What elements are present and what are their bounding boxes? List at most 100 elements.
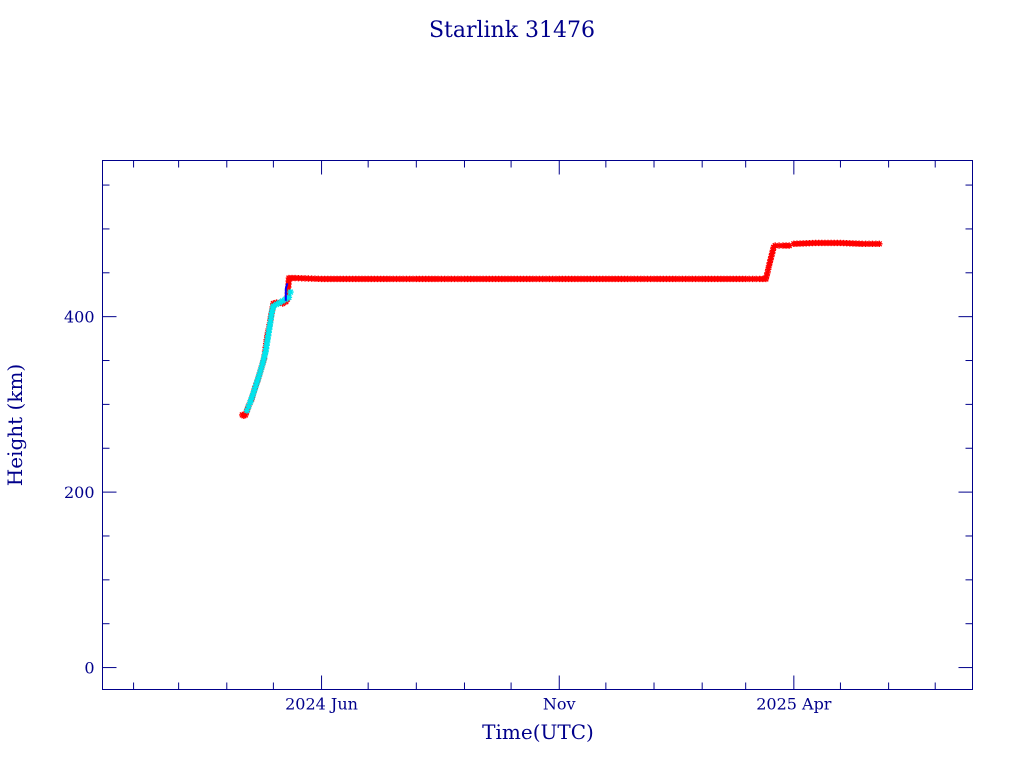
data-point bbox=[291, 274, 299, 282]
data-point bbox=[248, 393, 256, 400]
data-point bbox=[287, 288, 294, 296]
data-point bbox=[624, 275, 631, 283]
x-tick-label: 2024 Jun bbox=[285, 695, 358, 714]
data-point bbox=[765, 266, 772, 273]
y-tick-label: 200 bbox=[64, 483, 95, 502]
data-point bbox=[390, 275, 397, 283]
data-point bbox=[298, 275, 305, 282]
data-point bbox=[692, 275, 699, 283]
data-point bbox=[771, 242, 779, 249]
data-point bbox=[396, 275, 404, 283]
data-point bbox=[752, 275, 760, 283]
data-point bbox=[742, 275, 749, 283]
data-point bbox=[264, 335, 271, 343]
data-point bbox=[246, 399, 254, 406]
data-point bbox=[766, 259, 773, 266]
data-point bbox=[386, 275, 394, 283]
data-point bbox=[682, 275, 689, 283]
data-point bbox=[253, 381, 260, 388]
data-point bbox=[536, 275, 543, 283]
data-point bbox=[262, 345, 270, 352]
data-point bbox=[265, 329, 272, 336]
data-point bbox=[276, 299, 283, 306]
data-point bbox=[295, 274, 302, 282]
data-point bbox=[775, 242, 783, 249]
data-point bbox=[448, 275, 455, 283]
data-point bbox=[268, 309, 276, 316]
data-point bbox=[763, 272, 770, 280]
series-red bbox=[239, 239, 883, 419]
data-point bbox=[529, 275, 537, 283]
data-point bbox=[647, 275, 654, 283]
data-point bbox=[672, 275, 679, 283]
data-point bbox=[257, 367, 264, 375]
x-axis-label: Time(UTC) bbox=[482, 720, 594, 744]
data-point bbox=[305, 275, 312, 282]
data-point bbox=[876, 240, 883, 248]
chart-title: Starlink 31476 bbox=[429, 18, 595, 43]
data-point bbox=[311, 275, 319, 282]
data-point bbox=[262, 348, 269, 355]
data-point bbox=[266, 322, 273, 330]
data-point bbox=[273, 301, 280, 308]
data-point bbox=[260, 357, 267, 365]
data-point bbox=[764, 269, 771, 276]
data-point bbox=[266, 326, 273, 333]
data-point bbox=[637, 275, 645, 283]
data-point bbox=[785, 242, 793, 249]
data-point bbox=[768, 250, 776, 257]
data-point bbox=[872, 240, 880, 248]
data-point bbox=[441, 275, 448, 283]
data-point bbox=[267, 316, 275, 323]
data-point bbox=[308, 275, 315, 282]
data-point bbox=[260, 354, 268, 362]
data-point bbox=[254, 377, 261, 385]
data-point bbox=[631, 275, 638, 283]
data-point bbox=[251, 387, 258, 394]
data-point bbox=[444, 275, 452, 283]
data-point bbox=[269, 305, 276, 313]
data-point bbox=[862, 240, 869, 248]
data-point bbox=[454, 275, 462, 283]
data-point bbox=[301, 275, 309, 282]
data-point bbox=[689, 275, 696, 283]
data-point bbox=[279, 297, 286, 305]
x-tick-label: 2025 Apr bbox=[756, 695, 832, 714]
data-point bbox=[695, 275, 703, 283]
data-point bbox=[268, 312, 275, 319]
data-point bbox=[242, 411, 249, 419]
data-point bbox=[627, 275, 635, 283]
data-point bbox=[265, 332, 272, 339]
data-point bbox=[267, 319, 274, 326]
data-point bbox=[539, 275, 546, 283]
data-point bbox=[767, 256, 774, 263]
data-point bbox=[865, 240, 873, 248]
data-point bbox=[255, 374, 262, 381]
data-point bbox=[258, 364, 265, 371]
data-point bbox=[634, 275, 641, 283]
plot-frame bbox=[102, 160, 973, 690]
data-point bbox=[409, 275, 417, 283]
data-point bbox=[869, 240, 876, 248]
data-point bbox=[263, 338, 271, 346]
data-point bbox=[532, 275, 540, 283]
data-point bbox=[685, 275, 693, 283]
y-tick-label: 400 bbox=[64, 308, 95, 327]
data-point bbox=[285, 294, 293, 301]
series-blue bbox=[284, 283, 289, 301]
data-point bbox=[270, 302, 277, 310]
data-point bbox=[406, 275, 413, 283]
data-point bbox=[768, 253, 775, 260]
data-point bbox=[749, 275, 756, 283]
data-point bbox=[249, 390, 257, 398]
data-point bbox=[261, 351, 269, 359]
y-tick-label: 0 bbox=[84, 659, 94, 678]
data-point bbox=[644, 275, 651, 283]
data-point bbox=[549, 275, 556, 283]
y-axis-label: Height (km) bbox=[3, 364, 27, 486]
data-point bbox=[399, 275, 407, 283]
data-point bbox=[769, 247, 777, 254]
data-point bbox=[765, 262, 773, 269]
data-point bbox=[552, 275, 560, 283]
